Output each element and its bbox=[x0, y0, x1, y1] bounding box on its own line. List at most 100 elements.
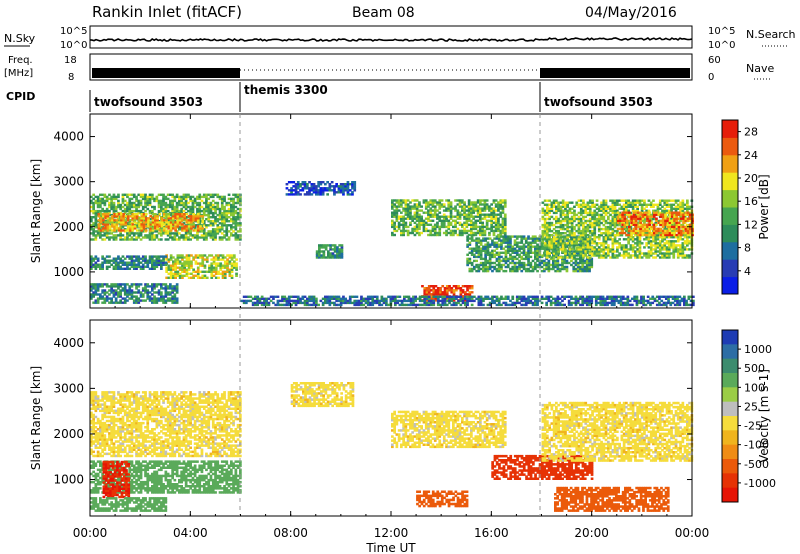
power-cell bbox=[497, 263, 501, 267]
power-cell bbox=[454, 209, 457, 212]
power-cell bbox=[92, 234, 95, 237]
power-cell bbox=[643, 221, 646, 225]
power-cell bbox=[214, 193, 217, 196]
power-cell bbox=[574, 243, 578, 246]
power-cell bbox=[661, 244, 664, 247]
power-cell bbox=[214, 258, 218, 261]
power-cell bbox=[665, 248, 669, 251]
power-cell bbox=[142, 223, 146, 226]
power-cell bbox=[123, 285, 127, 288]
power-cell bbox=[299, 193, 302, 196]
power-cell bbox=[319, 181, 323, 184]
power-cell bbox=[620, 205, 624, 208]
power-cell bbox=[135, 259, 138, 262]
power-cell bbox=[479, 233, 482, 237]
power-cell bbox=[121, 209, 125, 213]
power-cell bbox=[616, 250, 619, 253]
power-cell bbox=[328, 189, 332, 192]
power-cell bbox=[181, 254, 184, 257]
power-cell bbox=[661, 209, 664, 212]
power-cell bbox=[205, 238, 208, 241]
power-cell bbox=[634, 199, 637, 202]
power-cell bbox=[548, 209, 551, 212]
power-cell bbox=[497, 235, 501, 238]
power-cell bbox=[430, 289, 433, 292]
power-cell bbox=[484, 255, 487, 259]
power-cell bbox=[137, 297, 141, 300]
power-cell bbox=[649, 252, 653, 255]
power-cell bbox=[573, 234, 576, 237]
power-cell bbox=[467, 203, 471, 206]
power-cell bbox=[477, 251, 481, 254]
power-cell bbox=[393, 225, 396, 229]
power-cell bbox=[157, 259, 161, 262]
power-cell bbox=[418, 231, 421, 235]
power-cell bbox=[162, 297, 165, 300]
power-cell bbox=[561, 199, 565, 202]
power-cell bbox=[391, 211, 394, 214]
power-cell bbox=[335, 185, 338, 188]
power-cell bbox=[101, 207, 104, 211]
power-cell bbox=[223, 197, 226, 201]
power-cell bbox=[555, 221, 558, 225]
power-cell bbox=[183, 268, 186, 271]
power-cell bbox=[397, 223, 401, 226]
power-cell bbox=[395, 219, 399, 222]
power-cell bbox=[618, 217, 621, 221]
power-cell bbox=[157, 293, 161, 296]
power-cell bbox=[476, 201, 480, 204]
power-cell bbox=[585, 267, 589, 271]
power-cell bbox=[404, 223, 408, 226]
power-cell bbox=[497, 205, 500, 208]
power-cell bbox=[484, 265, 487, 269]
power-cell bbox=[173, 289, 177, 292]
power-cell bbox=[588, 223, 592, 227]
power-cell bbox=[609, 219, 612, 223]
power-cell bbox=[129, 229, 132, 232]
power-cell bbox=[582, 203, 585, 206]
power-cell bbox=[119, 261, 122, 264]
power-cell bbox=[303, 185, 307, 188]
power-cell bbox=[546, 246, 549, 249]
power-cell bbox=[600, 242, 603, 245]
power-cell bbox=[181, 262, 184, 265]
power-cell bbox=[672, 207, 676, 210]
power-cell bbox=[577, 203, 581, 206]
power-cell bbox=[104, 213, 107, 216]
power-cell bbox=[225, 211, 229, 215]
power-cell bbox=[556, 265, 560, 269]
power-cell bbox=[555, 211, 558, 215]
power-cell bbox=[117, 301, 120, 304]
power-cell bbox=[613, 256, 617, 259]
power-cell bbox=[502, 269, 506, 273]
power-cell bbox=[227, 238, 231, 241]
power-cell bbox=[588, 209, 592, 212]
power-cell bbox=[588, 225, 592, 229]
power-cell bbox=[607, 207, 610, 210]
power-cell bbox=[155, 263, 159, 266]
power-cell bbox=[415, 217, 419, 220]
power-cell bbox=[209, 195, 213, 199]
power-cell bbox=[441, 291, 445, 294]
power-cell bbox=[604, 207, 608, 210]
power-cell bbox=[588, 217, 592, 221]
power-cell bbox=[520, 245, 524, 248]
power-cell bbox=[511, 255, 515, 259]
power-cell bbox=[484, 263, 487, 267]
power-cell bbox=[312, 187, 316, 190]
power-cell bbox=[579, 207, 583, 210]
power-cell bbox=[494, 221, 498, 224]
power-cell bbox=[164, 261, 168, 264]
power-cell bbox=[550, 207, 554, 210]
power-cell bbox=[466, 293, 469, 296]
power-cell bbox=[431, 205, 435, 208]
power-cell bbox=[447, 209, 451, 212]
power-cell bbox=[102, 227, 105, 230]
power-cell bbox=[301, 181, 305, 184]
power-cell bbox=[661, 256, 664, 259]
power-cell bbox=[427, 219, 430, 222]
power-cell bbox=[547, 259, 551, 263]
power-cell bbox=[609, 234, 612, 237]
power-cell bbox=[160, 291, 163, 294]
power-cell bbox=[236, 236, 240, 239]
